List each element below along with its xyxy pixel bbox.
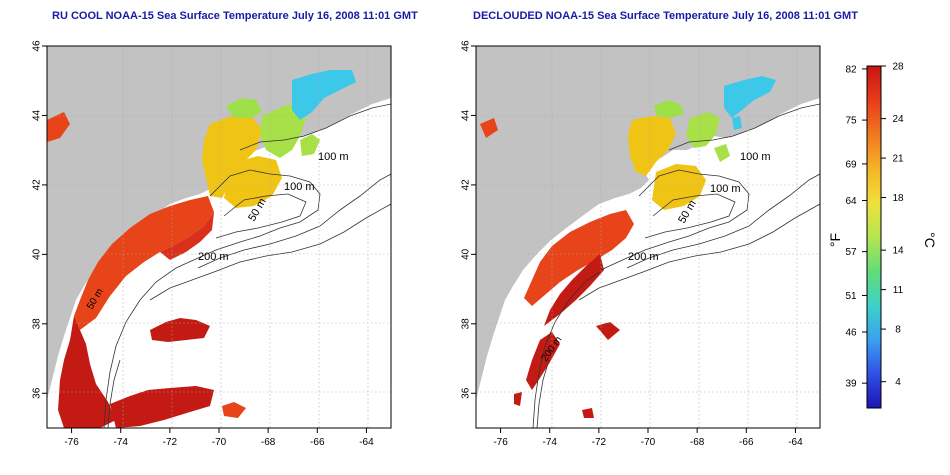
y-tick-label: 44 [32, 109, 43, 121]
panel-left-title: RU COOL NOAA-15 Sea Surface Temperature … [52, 10, 418, 22]
fahrenheit-tick-label: 39 [845, 379, 857, 390]
x-tick-label: -70 [212, 437, 227, 448]
map-panel-left: 100 m 100 m 50 m 200 m 50 m -76 -74 -72 -70… [32, 40, 392, 448]
celsius-tick-label: 18 [892, 193, 904, 204]
y-tick-label: 40 [461, 248, 472, 260]
gridlines-right [476, 46, 820, 428]
axes-right: -76 -74 -72 -70 -68 -66 -64 46 44 42 40 38 36 [461, 40, 803, 448]
y-tick-label: 44 [461, 109, 472, 121]
map-panel-right: 100 m 100 m 50 m 200 m 200 m -76 -74 -72 -7… [461, 40, 821, 448]
y-tick-label: 36 [461, 387, 472, 399]
y-tick-label: 42 [32, 179, 43, 191]
x-tick-label: -66 [739, 437, 754, 448]
land-northeast [476, 46, 820, 400]
y-tick-label: 42 [461, 179, 472, 191]
celsius-tick-label: 4 [895, 377, 901, 388]
x-tick-label: -72 [163, 437, 178, 448]
celsius-tick-label: 14 [892, 246, 904, 257]
contour-label: 200 m [198, 251, 229, 263]
y-tick-label: 38 [32, 318, 43, 330]
x-tick-label: -74 [542, 437, 557, 448]
colorbar: 28 24 21 18 14 11 8 4 82 75 69 64 57 51 46 39 °F °C [827, 62, 938, 409]
y-tick-label: 38 [461, 318, 472, 330]
celsius-tick-label: 11 [893, 285, 904, 296]
colorbar-gradient [866, 65, 882, 409]
x-tick-label: -66 [310, 437, 325, 448]
celsius-tick-label: 28 [892, 62, 904, 73]
celsius-tick-label: 8 [895, 325, 901, 336]
land-northeast [47, 46, 391, 400]
contour-label: 100 m [318, 151, 349, 163]
y-tick-label: 46 [32, 40, 43, 52]
colorbar-ticks: 28 24 21 18 14 11 8 4 82 75 69 64 57 51 46 39 [845, 62, 904, 390]
fahrenheit-tick-label: 57 [845, 247, 857, 258]
sst-left [47, 70, 356, 428]
x-tick-label: -64 [359, 437, 374, 448]
y-tick-label: 46 [461, 40, 472, 52]
contour-label: 100 m [710, 183, 741, 195]
fahrenheit-tick-label: 69 [845, 159, 857, 170]
fahrenheit-tick-label: 64 [845, 196, 857, 207]
x-tick-label: -68 [261, 437, 276, 448]
celsius-tick-label: 21 [892, 154, 904, 165]
x-tick-label: -76 [493, 437, 508, 448]
x-tick-label: -72 [592, 437, 607, 448]
fahrenheit-label: °F [827, 233, 843, 247]
contour-label: 100 m [284, 181, 315, 193]
panel-right-title: DECLOUDED NOAA-15 Sea Surface Temperatur… [473, 10, 858, 22]
x-tick-label: -74 [113, 437, 128, 448]
axes-left: -76 -74 -72 -70 -68 -66 -64 46 44 42 40 38 36 [32, 40, 374, 448]
fahrenheit-tick-label: 46 [845, 328, 857, 339]
x-tick-label: -76 [64, 437, 79, 448]
contour-label: 100 m [740, 151, 771, 163]
y-tick-label: 40 [32, 248, 43, 260]
celsius-tick-label: 24 [892, 114, 904, 125]
x-tick-label: -64 [788, 437, 803, 448]
sst-right [480, 76, 776, 418]
celsius-label: °C [922, 232, 938, 248]
y-tick-label: 36 [32, 387, 43, 399]
fahrenheit-tick-label: 82 [845, 64, 857, 75]
fahrenheit-tick-label: 75 [845, 116, 857, 127]
fahrenheit-tick-label: 51 [845, 291, 857, 302]
x-tick-label: -68 [690, 437, 705, 448]
contour-label: 200 m [628, 251, 659, 263]
gridlines-left [47, 46, 391, 428]
x-tick-label: -70 [641, 437, 656, 448]
